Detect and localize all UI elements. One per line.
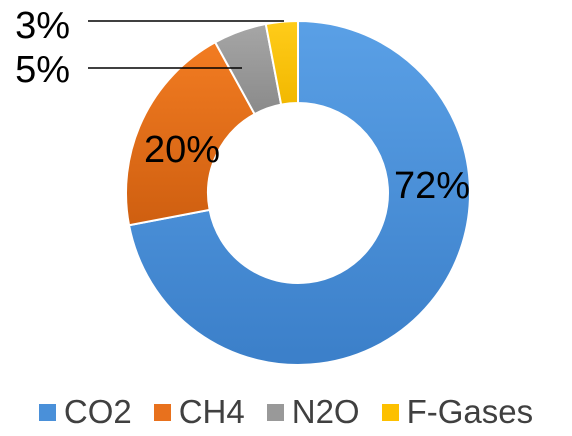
data-label-co2: 72% [394, 165, 470, 207]
legend-swatch [153, 403, 171, 421]
data-label-ch4: 20% [144, 129, 220, 171]
legend-item-ch4: CH4 [153, 393, 245, 431]
data-label-n2o: 5% [15, 49, 70, 91]
legend-swatch [381, 403, 399, 421]
legend-label: N2O [291, 393, 360, 430]
slice-co2 [127, 19, 471, 366]
slice-f-gases [264, 19, 299, 106]
legend-swatch [38, 403, 56, 421]
legend-label: CO2 [63, 393, 132, 430]
legend-label: F-Gases [406, 393, 534, 430]
legend-label: CH4 [178, 393, 245, 430]
chart-legend: CO2 CH4 N2O F-Gases [0, 392, 572, 432]
legend-swatch [266, 403, 284, 421]
data-label-f-gases: 3% [15, 5, 70, 47]
legend-item-co2: CO2 [38, 393, 132, 431]
legend-item-f-gases: F-Gases [381, 393, 534, 431]
legend-item-n2o: N2O [266, 393, 360, 431]
slice-ch4 [125, 40, 256, 227]
